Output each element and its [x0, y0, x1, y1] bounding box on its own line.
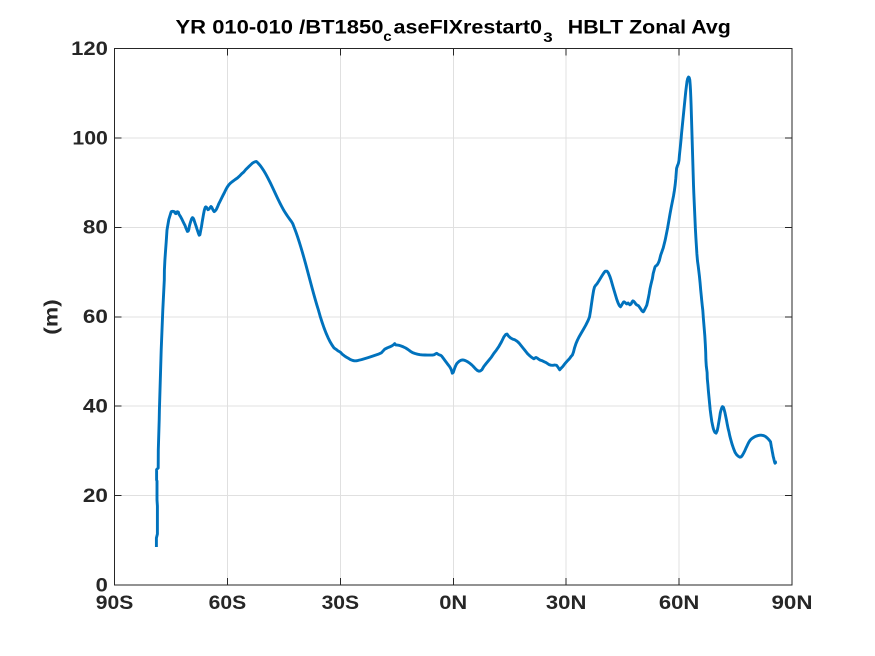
- svg-text:90S: 90S: [96, 593, 134, 614]
- svg-text:60N: 60N: [659, 593, 700, 614]
- svg-text:40: 40: [83, 397, 108, 418]
- svg-text:(m): (m): [41, 299, 62, 335]
- svg-text:60: 60: [83, 307, 108, 328]
- svg-text:20: 20: [83, 486, 108, 507]
- svg-text:c: c: [383, 28, 392, 44]
- svg-text:0N: 0N: [439, 593, 467, 614]
- svg-text:30N: 30N: [546, 593, 587, 614]
- svg-text:90N: 90N: [772, 593, 813, 614]
- svg-text:HBLT Zonal Avg: HBLT Zonal Avg: [568, 17, 731, 38]
- svg-text:30S: 30S: [322, 593, 360, 614]
- svg-text:3: 3: [543, 30, 553, 45]
- svg-text:80: 80: [83, 218, 108, 239]
- svg-text:60S: 60S: [209, 593, 247, 614]
- svg-text:0: 0: [96, 575, 108, 596]
- svg-text:YR 010-010 /BT1850: YR 010-010 /BT1850: [176, 17, 384, 38]
- svg-text:aseFIXrestart0: aseFIXrestart0: [394, 17, 543, 38]
- svg-text:100: 100: [72, 128, 108, 149]
- svg-text:120: 120: [71, 39, 108, 60]
